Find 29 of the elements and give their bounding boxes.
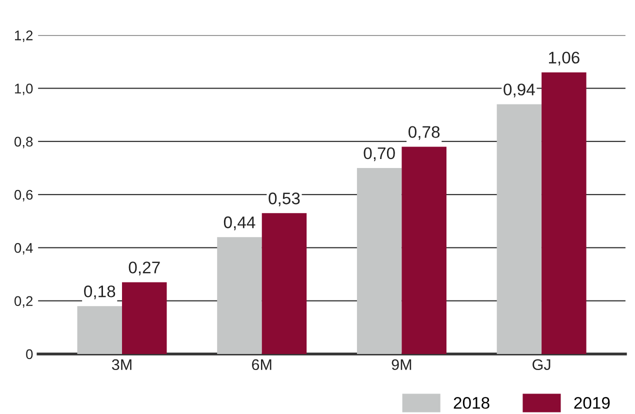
bar (356, 168, 402, 354)
data-label: 0,78 (408, 126, 440, 140)
data-label: 0,70 (364, 147, 395, 162)
legend-label: 2018 (454, 397, 490, 409)
y-tick-label: 0,8 (14, 136, 33, 148)
bar (77, 306, 122, 354)
bar (262, 213, 307, 354)
y-tick-label: 1,2 (14, 30, 33, 42)
data-label: 0,53 (268, 192, 300, 206)
x-tick-label: 9M (392, 359, 412, 370)
bar (217, 237, 262, 354)
x-tick-label: GJ (532, 359, 550, 370)
y-tick-label: 0,6 (14, 190, 33, 202)
y-tick-label: 0,2 (14, 296, 33, 308)
data-label: 0,27 (128, 262, 160, 276)
y-tick-label: 0 (26, 349, 33, 360)
data-label: 1,06 (548, 52, 580, 66)
x-tick-label: 6M (252, 359, 272, 370)
data-label: 0,94 (504, 84, 535, 98)
bar (402, 146, 446, 354)
legend-label: 2019 (574, 397, 610, 409)
y-tick-label: 1,0 (14, 84, 33, 96)
x-tick-label: 3M (112, 359, 132, 370)
bar (122, 282, 167, 354)
data-label: 0,18 (84, 286, 116, 300)
bar (496, 104, 542, 354)
bar (542, 72, 586, 354)
y-tick-label: 0,4 (14, 243, 33, 255)
data-label: 0,44 (224, 216, 256, 230)
